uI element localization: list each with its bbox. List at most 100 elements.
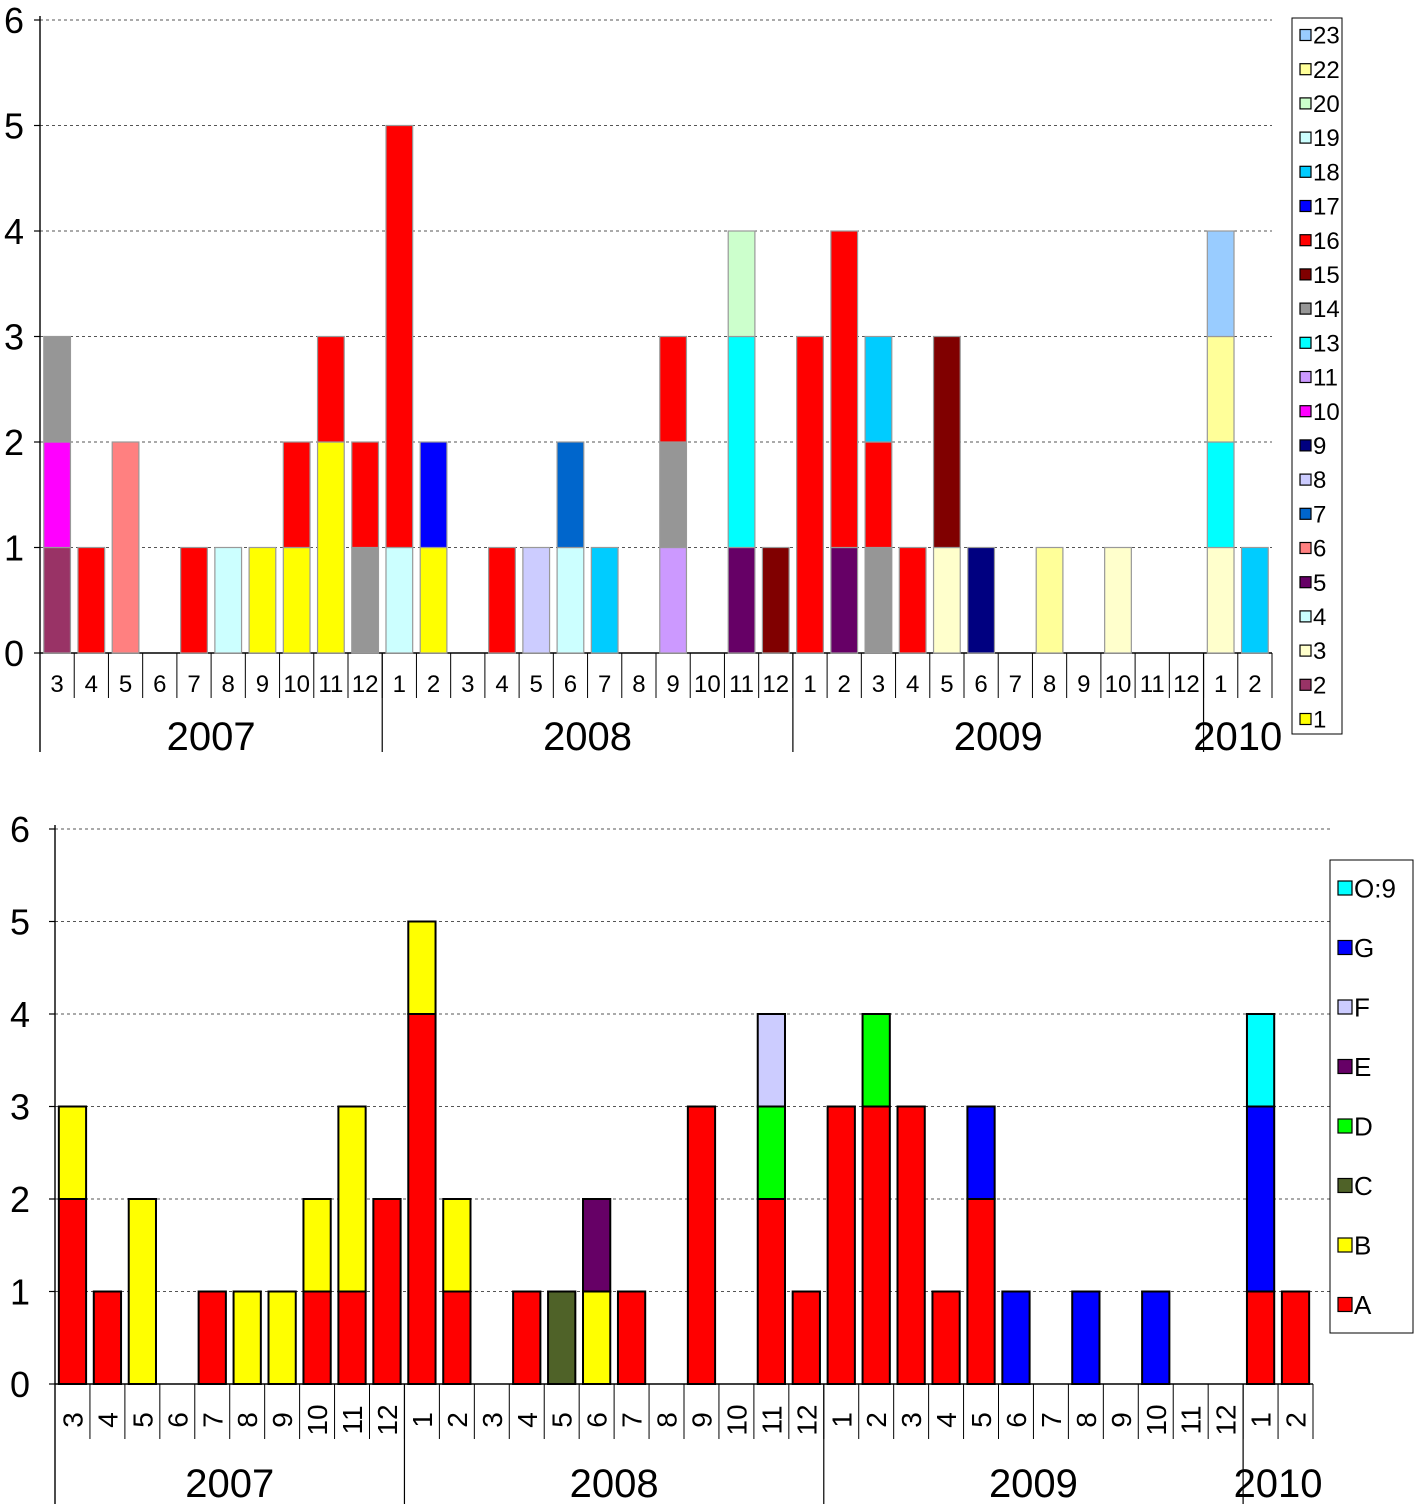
bar-segment-B-6 bbox=[267, 1290, 297, 1385]
bar-segment-18-16 bbox=[590, 546, 619, 654]
legend-swatch-22 bbox=[1299, 63, 1312, 76]
category-label: 11 bbox=[729, 671, 754, 698]
bar-segment-A-13 bbox=[512, 1290, 542, 1385]
category-label: 2 bbox=[1281, 1412, 1312, 1428]
legend-swatch-C bbox=[1337, 1177, 1353, 1194]
bar-segment-A-1 bbox=[92, 1290, 123, 1385]
bar-segment-A-22 bbox=[826, 1105, 856, 1385]
category-label: 7 bbox=[598, 671, 611, 698]
bar-segment-18-24 bbox=[864, 335, 893, 443]
category-label: 12 bbox=[762, 671, 789, 698]
category-label: 5 bbox=[966, 1412, 997, 1428]
legend-label-4: 4 bbox=[1313, 604, 1326, 631]
bar-segment-13-20 bbox=[727, 335, 756, 549]
bar-segment-G-34 bbox=[1245, 1105, 1276, 1293]
category-label: 7 bbox=[197, 1412, 228, 1428]
legend-label-18: 18 bbox=[1313, 159, 1340, 186]
bar-segment-G-31 bbox=[1141, 1290, 1171, 1385]
y-tick-label: 5 bbox=[10, 902, 30, 943]
bar-segment-D-23 bbox=[861, 1013, 891, 1108]
bar-segment-A-4 bbox=[197, 1290, 227, 1385]
category-label: 2 bbox=[838, 671, 851, 698]
bar-segment-11-18 bbox=[659, 546, 688, 654]
category-label: 2 bbox=[1248, 671, 1261, 698]
bar-segment-7-15 bbox=[556, 441, 585, 549]
group-label-2009: 2009 bbox=[989, 1462, 1078, 1506]
category-label: 11 bbox=[1176, 1405, 1207, 1434]
bar-segment-A-8 bbox=[337, 1290, 367, 1385]
legend-label-16: 16 bbox=[1313, 228, 1340, 255]
bar-segment-16-7 bbox=[282, 441, 311, 549]
y-tick-label: 1 bbox=[10, 1272, 30, 1313]
legend-label-8: 8 bbox=[1313, 467, 1326, 494]
legend-swatch-10 bbox=[1299, 405, 1312, 418]
category-label: 7 bbox=[187, 671, 200, 698]
legend-label-19: 19 bbox=[1313, 125, 1340, 152]
category-label: 9 bbox=[1106, 1412, 1137, 1428]
category-label: 6 bbox=[582, 1412, 613, 1428]
bar-segment-G-26 bbox=[966, 1105, 996, 1200]
category-label: 11 bbox=[756, 1405, 787, 1434]
legend-swatch-9 bbox=[1299, 439, 1312, 452]
category-label: 1 bbox=[1214, 671, 1227, 698]
bar-segment-16-25 bbox=[898, 546, 927, 654]
bar-segment-10-0 bbox=[43, 441, 72, 549]
y-tick-label: 6 bbox=[4, 0, 24, 41]
bar-segment-A-25 bbox=[931, 1290, 961, 1385]
category-label: 5 bbox=[530, 671, 543, 698]
bar-segment-15-26 bbox=[932, 335, 961, 549]
category-label: 8 bbox=[652, 1412, 683, 1428]
legend-swatch-A bbox=[1337, 1296, 1353, 1313]
legend-label-3: 3 bbox=[1313, 638, 1326, 665]
legend-swatch-E bbox=[1337, 1058, 1353, 1075]
bar-segment-C-14 bbox=[547, 1290, 577, 1385]
category-label: 1 bbox=[407, 1412, 438, 1428]
legend-swatch-20 bbox=[1299, 97, 1312, 110]
bar-segment-A-35 bbox=[1280, 1290, 1311, 1385]
bar-segment-A-18 bbox=[686, 1105, 717, 1385]
y-tick-label: 5 bbox=[4, 106, 24, 147]
y-tick-label: 6 bbox=[10, 809, 30, 850]
legend-swatch-2 bbox=[1299, 678, 1312, 691]
bar-segment-1-11 bbox=[419, 546, 448, 654]
category-label: 5 bbox=[119, 671, 132, 698]
bar-segment-14-24 bbox=[864, 546, 893, 654]
legend-label-20: 20 bbox=[1313, 91, 1340, 118]
legend-label-10: 10 bbox=[1313, 399, 1340, 426]
category-label: 4 bbox=[512, 1412, 543, 1428]
bar-segment-A-16 bbox=[616, 1290, 647, 1385]
legend-swatch-19 bbox=[1299, 131, 1312, 144]
bar-segment-23-34 bbox=[1206, 230, 1235, 338]
category-label: 3 bbox=[896, 1412, 927, 1428]
y-tick-label: 2 bbox=[10, 1179, 30, 1220]
bar-segment-6-2 bbox=[111, 441, 140, 654]
legend-label-7: 7 bbox=[1313, 501, 1326, 528]
y-tick-label: 1 bbox=[4, 528, 24, 569]
category-label: 11 bbox=[318, 671, 343, 698]
bar-segment-B-0 bbox=[57, 1105, 88, 1200]
legend-swatch-8 bbox=[1299, 473, 1312, 486]
bar-segment-8-14 bbox=[522, 546, 551, 654]
legend-label-E: E bbox=[1354, 1052, 1371, 1082]
legend-swatch-11 bbox=[1299, 370, 1312, 384]
bar-segment-F-20 bbox=[756, 1013, 786, 1108]
legend-swatch-23 bbox=[1299, 28, 1312, 42]
y-tick-label: 3 bbox=[4, 317, 24, 358]
legend-swatch-5 bbox=[1299, 576, 1312, 589]
category-label: 10 bbox=[1105, 671, 1132, 698]
y-tick-label: 2 bbox=[4, 422, 24, 463]
bar-segment-A-21 bbox=[791, 1290, 821, 1385]
category-label: 3 bbox=[872, 671, 885, 698]
category-label: 4 bbox=[906, 671, 919, 698]
category-label: 12 bbox=[1173, 671, 1200, 698]
bar-segment-A-26 bbox=[966, 1198, 996, 1385]
bar-segment-B-5 bbox=[232, 1290, 262, 1385]
category-label: 9 bbox=[1077, 671, 1090, 698]
legend-label-22: 22 bbox=[1313, 57, 1340, 84]
bar-segment-O9-34 bbox=[1245, 1013, 1276, 1108]
legend-swatch-4 bbox=[1299, 610, 1312, 623]
legend-label-A: A bbox=[1354, 1290, 1372, 1320]
legend-label-13: 13 bbox=[1313, 330, 1340, 357]
legend-swatch-O9 bbox=[1337, 880, 1353, 896]
legend-label-F: F bbox=[1354, 992, 1370, 1022]
